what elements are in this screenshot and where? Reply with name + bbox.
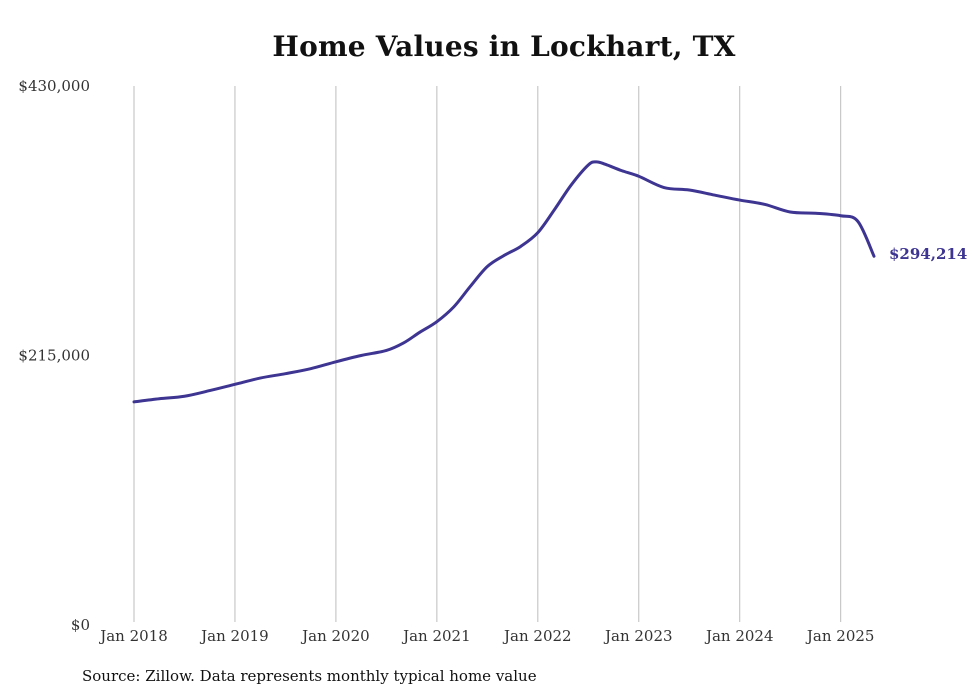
x-tick-label-7: Jan 2025 xyxy=(805,627,875,645)
y-tick-label-0: $0 xyxy=(71,616,90,634)
source-note: Source: Zillow. Data represents monthly … xyxy=(82,667,537,685)
y-axis-tick-labels: $0 $215,000 $430,000 xyxy=(18,77,90,634)
line-chart: $0$215,000$430,000 Jan 2018 Jan 2019 Jan 2… xyxy=(18,77,967,645)
x-tick-label-3: Jan 2021 xyxy=(401,627,471,645)
annotations: $294,214 xyxy=(889,245,967,263)
x-tick-label-1: Jan 2019 xyxy=(199,627,269,645)
x-axis-tick-labels: Jan 2018 Jan 2019 Jan 2020 Jan 2021 Jan 2022… xyxy=(98,627,874,645)
gridlines xyxy=(133,86,842,622)
series-line-0 xyxy=(132,160,876,404)
x-tick-label-6: Jan 2024 xyxy=(704,627,774,645)
x-tick-label-2: Jan 2020 xyxy=(300,627,370,645)
x-tick-label-5: Jan 2023 xyxy=(603,627,673,645)
chart-title: Home Values in Lockhart, TX xyxy=(272,30,736,63)
end-value-label-0: $294,214 xyxy=(889,245,967,263)
series-lines xyxy=(132,160,876,404)
y-tick-label-1: $215,000 xyxy=(18,347,90,365)
x-tick-label-0: Jan 2018 xyxy=(98,627,168,645)
y-tick-label-2: $430,000 xyxy=(18,77,90,95)
x-tick-label-4: Jan 2022 xyxy=(502,627,572,645)
